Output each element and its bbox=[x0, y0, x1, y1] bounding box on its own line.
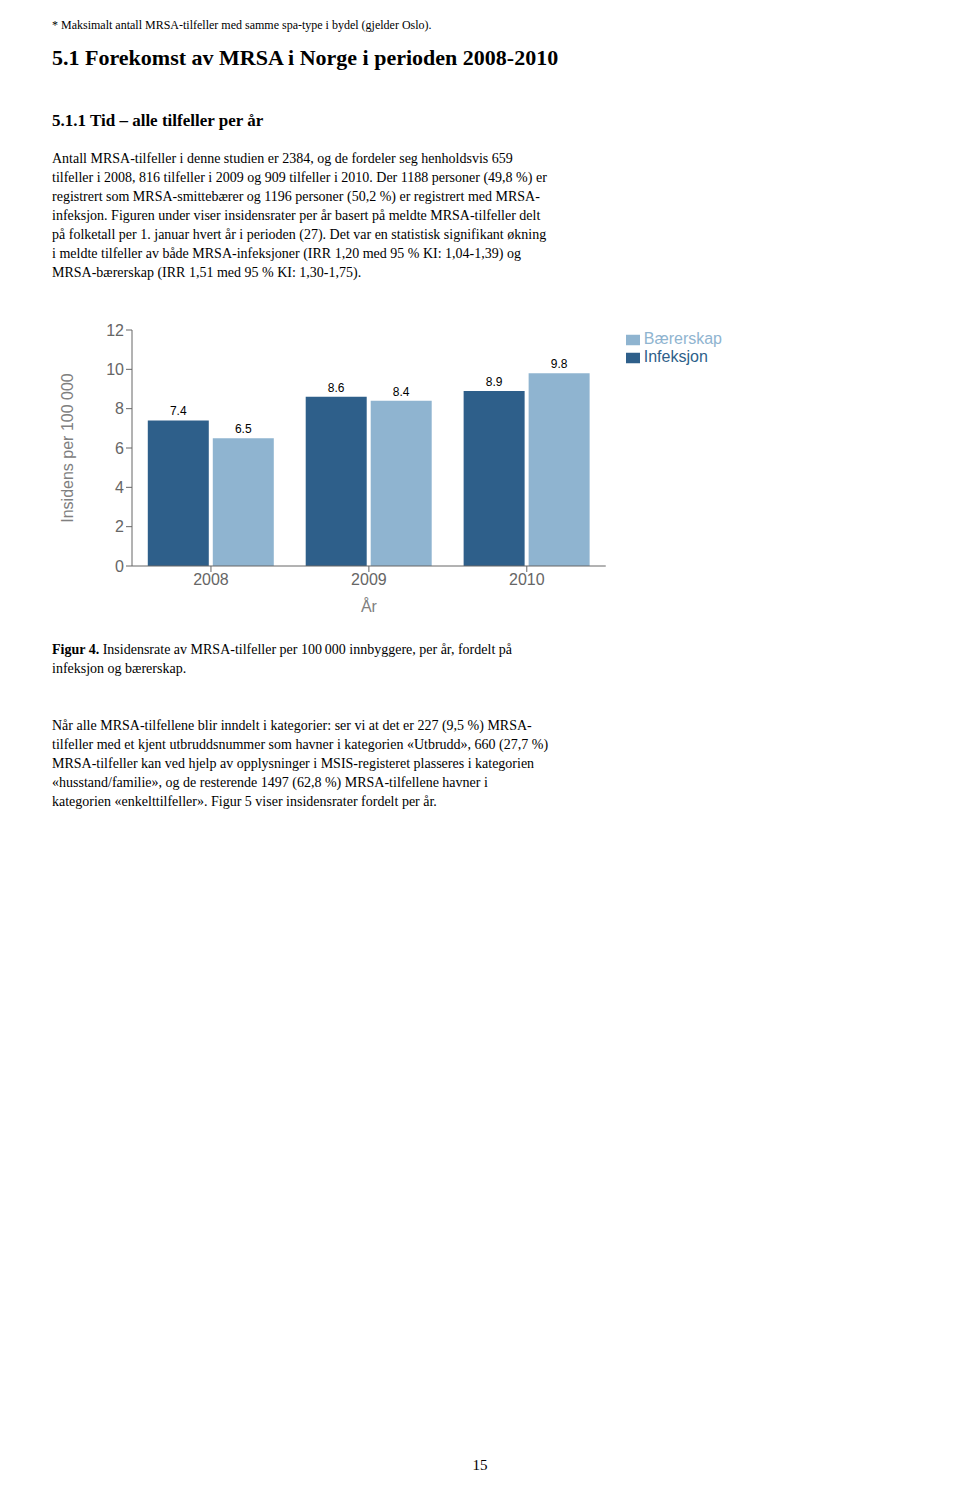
svg-text:2009: 2009 bbox=[351, 571, 387, 588]
svg-text:2010: 2010 bbox=[509, 571, 545, 588]
svg-text:Insidens per 100 000: Insidens per 100 000 bbox=[59, 373, 76, 523]
html-text:5.1.1 Tid – alle tilfeller per: 5.1.1 Tid – alle tilfeller per år bbox=[52, 111, 264, 130]
html-text:Når alle MRSA-tilfellene blir: Når alle MRSA-tilfellene blir inndelt i … bbox=[52, 718, 532, 733]
svg-text:2: 2 bbox=[115, 518, 124, 535]
html-text:Bærerskap: Bærerskap bbox=[643, 330, 722, 347]
html-text:15: 15 bbox=[472, 1457, 488, 1473]
html-text:Figur 4. Insidensrate av MRSA-: Figur 4. Insidensrate av MRSA-tilfeller … bbox=[52, 642, 512, 657]
svg-text:8.4: 8.4 bbox=[393, 385, 410, 399]
svg-text:7.4: 7.4 bbox=[170, 404, 187, 418]
html-text:på folketall per 1. januar hve: på folketall per 1. januar hvert år i pe… bbox=[52, 227, 547, 242]
html-text:MRSA-tilfeller kan ved hjelp a: MRSA-tilfeller kan ved hjelp av opplysni… bbox=[52, 756, 535, 771]
html-text:5.1 Forekomst av MRSA i Norge: 5.1 Forekomst av MRSA i Norge i perioden… bbox=[52, 45, 559, 70]
html-text:i meldte tilfeller av både MRS: i meldte tilfeller av både MRSA-infeksjo… bbox=[52, 246, 521, 261]
svg-text:10: 10 bbox=[106, 361, 124, 378]
html-text:kategorien «enkelttilfeller».: kategorien «enkelttilfeller». Figur 5 vi… bbox=[52, 794, 437, 809]
svg-text:2008: 2008 bbox=[193, 571, 229, 588]
svg-text:0: 0 bbox=[115, 558, 124, 575]
html-text:tilfeller med et kjent utbrudd: tilfeller med et kjent utbruddsnummer so… bbox=[52, 737, 549, 752]
svg-text:4: 4 bbox=[115, 479, 124, 496]
svg-text:9.8: 9.8 bbox=[551, 357, 568, 371]
html-text:* Maksimalt antall MRSA-tilfel: * Maksimalt antall MRSA-tilfeller med sa… bbox=[52, 18, 432, 32]
svg-text:8.9: 8.9 bbox=[486, 375, 503, 389]
svg-text:8: 8 bbox=[115, 400, 124, 417]
html-text:registrert som MRSA-smittebære: registrert som MRSA-smittebærer og 1196 … bbox=[52, 189, 540, 204]
svg-text:6.5: 6.5 bbox=[235, 422, 252, 436]
svg-text:8.6: 8.6 bbox=[328, 381, 345, 395]
html-text:infeksjon og bærerskap.: infeksjon og bærerskap. bbox=[52, 661, 187, 676]
html-text:infeksjon. Figuren under viser: infeksjon. Figuren under viser insidensr… bbox=[52, 208, 541, 223]
svg-text:12: 12 bbox=[106, 322, 124, 339]
html-text:«husstand/familie», og de rest: «husstand/familie», og de resterende 149… bbox=[52, 775, 488, 790]
html-text:Infeksjon: Infeksjon bbox=[643, 348, 708, 365]
html-text:Antall MRSA-tilfeller i denne: Antall MRSA-tilfeller i denne studien er… bbox=[52, 151, 513, 166]
svg-text:6: 6 bbox=[115, 440, 124, 457]
html-text:MRSA-bærerskap (IRR 1,51 med 9: MRSA-bærerskap (IRR 1,51 med 95 % KI: 1,… bbox=[52, 265, 362, 280]
svg-text:År: År bbox=[361, 597, 378, 615]
html-text:tilfeller i 2008, 816 tilfelle: tilfeller i 2008, 816 tilfeller i 2009 o… bbox=[52, 170, 547, 185]
